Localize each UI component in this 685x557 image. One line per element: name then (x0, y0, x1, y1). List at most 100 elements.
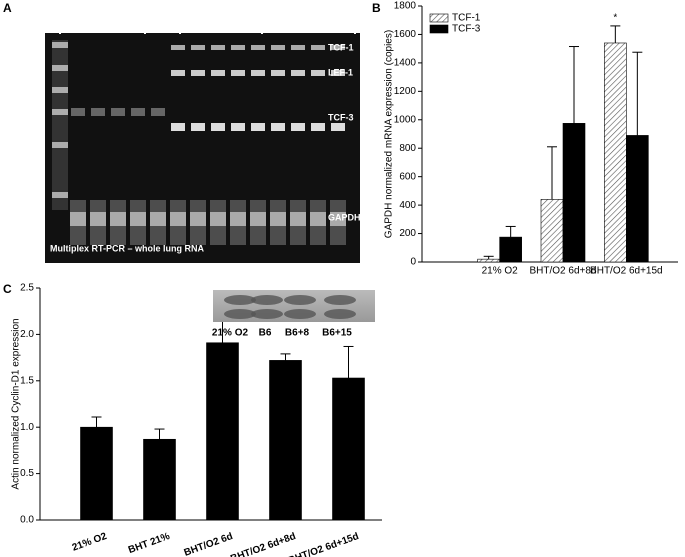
faint-band (131, 108, 145, 116)
x-tick-label: BHT/O2 6d+15d (287, 531, 360, 557)
legend-swatch (429, 13, 449, 23)
gapdh-band (110, 212, 126, 226)
y-tick-label: 0.5 (20, 468, 34, 479)
faint-band (111, 108, 125, 116)
y-tick-label: 400 (399, 200, 416, 211)
marker-label: 300 (2, 84, 17, 94)
marker-band (52, 87, 68, 93)
error-bar (343, 345, 354, 379)
x-tick-label: BHT 21% (127, 531, 172, 556)
x-tick-label: 21% O2 (482, 266, 519, 277)
y-tick-label: 1000 (394, 114, 417, 125)
tcf1-band (271, 45, 285, 50)
y-tick-label: 0 (410, 257, 416, 268)
lef1-band (311, 70, 325, 76)
inset-label: B6+15 (322, 328, 352, 339)
marker-band (52, 109, 68, 115)
marker-label: 500 (2, 39, 17, 49)
blot-band (324, 309, 356, 319)
error-bar (505, 225, 516, 238)
bar (499, 236, 522, 263)
tcf3-band (331, 123, 345, 131)
gapdh-band (170, 212, 186, 226)
marker-band (52, 42, 68, 48)
x-tick-label: BHT/O2 6d (183, 531, 235, 557)
marker-band (52, 65, 68, 71)
blot-band (251, 309, 283, 319)
lef1-band (231, 70, 245, 76)
y-tick-label: 0.0 (20, 515, 34, 526)
gapdh-band (290, 212, 306, 226)
lane-group-label: BHT/O₂ 6d + 15d (270, 6, 341, 16)
gapdh-band (210, 212, 226, 226)
x-tick-label: BHT/O2 6d+15d (590, 266, 663, 277)
lane-bracket (261, 23, 356, 35)
tcf1-band (191, 45, 205, 50)
faint-band (71, 108, 85, 116)
legend-label: TCF-1 (452, 13, 481, 24)
inset-label: B6+8 (285, 328, 310, 339)
bar (269, 360, 302, 521)
marker-label: 200 (2, 106, 17, 116)
inset-label: B6 (259, 328, 272, 339)
y-axis-label: GAPDH normalized mRNA expression (copies… (384, 30, 395, 238)
marker-label: 100 (2, 139, 17, 149)
gapdh-band (130, 212, 146, 226)
band-label: LEF-1 (328, 67, 353, 77)
error-bar (547, 146, 557, 200)
tcf1-band (331, 45, 345, 50)
gapdh-band (90, 212, 106, 226)
bar (540, 199, 564, 263)
x-tick-label: BHT/O2 6d+8d (229, 531, 297, 557)
gapdh-band (250, 212, 266, 226)
y-tick-label: 2.5 (20, 283, 34, 294)
y-tick-label: 200 (399, 228, 416, 239)
bar (143, 438, 176, 521)
inset-label: 21% O2 (212, 328, 249, 339)
gel-caption: Multiplex RT-PCR – whole lung RNA (50, 243, 205, 253)
marker-lane (52, 40, 68, 210)
gapdh-band (270, 212, 286, 226)
gapdh-band (330, 212, 346, 226)
tcf3-band (251, 123, 265, 131)
lef1-band (271, 70, 285, 76)
lef1-band (211, 70, 225, 76)
error-bar (154, 428, 165, 440)
gapdh-band (310, 212, 326, 226)
band-label: TCF-1 (328, 42, 354, 52)
tcf1-band (231, 45, 245, 50)
bar (332, 377, 365, 521)
lef1-band (251, 70, 265, 76)
panel-label: B (372, 1, 381, 15)
error-bar (610, 25, 621, 43)
legend-label: TCF-3 (452, 24, 481, 35)
blot-band (284, 309, 316, 319)
y-tick-label: 1200 (394, 86, 417, 97)
lef1-band (171, 70, 185, 76)
blot-band (251, 295, 283, 305)
marker-label: 400 (2, 62, 17, 72)
tcf3-band (271, 123, 285, 131)
gapdh-band (230, 212, 246, 226)
blot-band (284, 295, 316, 305)
lef1-band (291, 70, 305, 76)
tcf3-band (171, 123, 185, 131)
tcf1-band (291, 45, 305, 50)
faint-band (151, 108, 165, 116)
lane-group-label: 21% O₂ (84, 6, 116, 16)
tcf3-band (231, 123, 245, 131)
tcf3-band (311, 123, 325, 131)
lef1-band (331, 70, 345, 76)
error-bar (91, 416, 102, 428)
y-tick-label: 600 (399, 171, 416, 182)
tcf1-band (211, 45, 225, 50)
tcf3-band (211, 123, 225, 131)
marker-band (52, 192, 68, 198)
tcf1-band (251, 45, 265, 50)
error-bar (632, 51, 643, 136)
bar (477, 258, 500, 263)
x-tick-label: BHT/O2 6d+8d (530, 266, 597, 277)
legend-swatch (429, 24, 449, 34)
bar (80, 426, 113, 521)
tcf3-band (191, 123, 205, 131)
